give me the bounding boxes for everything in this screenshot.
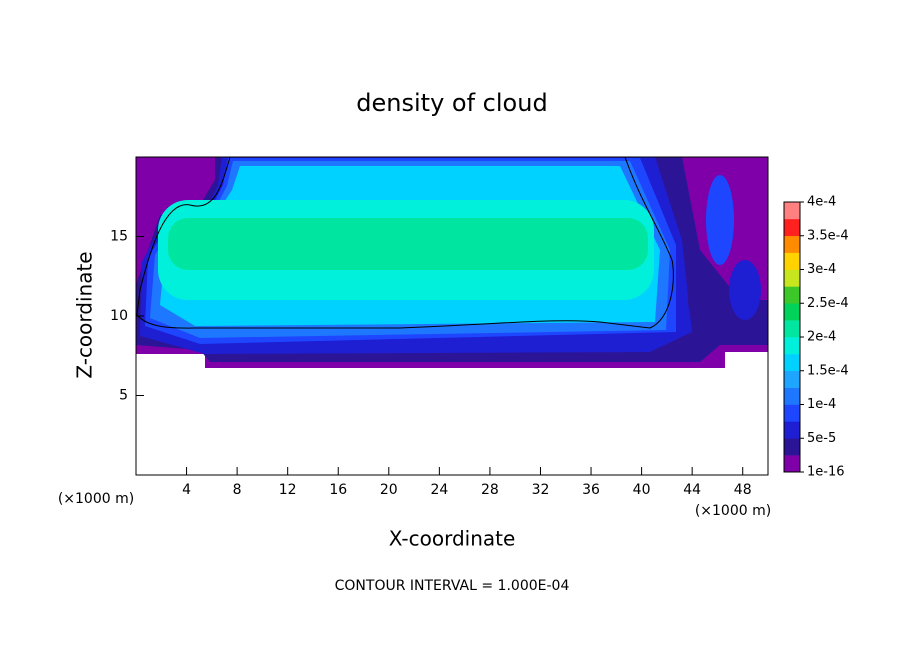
contour-field [136,156,768,368]
x-tick-label: 44 [683,482,701,498]
y-tick-label: 10 [110,308,128,324]
colorbar-band [784,303,800,321]
x-tick-label: 12 [279,482,297,498]
chart-title: density of cloud [356,89,547,117]
colorbar-band [784,337,800,355]
x-axis-label: X-coordinate [389,527,516,551]
colorbar-band [784,353,800,372]
colorbar-band [784,438,800,456]
y-axis-label: Z-coordinate [73,251,97,378]
colorbar-band [784,269,800,287]
annotation: CONTOUR INTERVAL = 1.000E-04 [335,578,570,594]
x-tick-label: 8 [233,482,242,498]
colorbar-band [784,235,800,253]
colorbar-band [784,421,800,439]
x-tick-label: 20 [380,482,398,498]
field-level [706,175,734,265]
y-unit: (×1000 m) [695,503,771,519]
colorbar-band [784,404,800,422]
colorbar-band [784,218,800,237]
colorbar-tick-label: 1e-16 [807,465,845,480]
x-tick-label: 24 [430,482,448,498]
x-unit: (×1000 m) [58,491,134,507]
field-level [688,278,712,322]
x-tick-label: 32 [532,482,550,498]
y-tick-label: 15 [110,229,128,245]
colorbar-band [784,286,800,304]
contour-line [136,156,674,329]
field-level [168,218,648,270]
colorbar-tick-label: 4e-4 [807,195,836,210]
x-tick-label: 48 [734,482,752,498]
colorbar-band [784,202,800,220]
colorbar-tick-label: 1e-4 [807,397,836,412]
colorbar-band [784,252,800,270]
colorbar-tick-label: 3.5e-4 [807,228,849,243]
x-tick-label: 16 [329,482,347,498]
colorbar-tick-label: 2e-4 [807,330,836,345]
x-tick-label: 40 [633,482,651,498]
colorbar-tick-label: 5e-5 [807,431,836,446]
colorbar-band [784,320,800,338]
x-tick-label: 28 [481,482,499,498]
y-tick-label: 5 [119,388,128,404]
colorbar-band [784,370,800,388]
colorbar-tick-label: 3e-4 [807,262,836,277]
field-level [729,260,761,320]
x-tick-label: 4 [182,482,191,498]
colorbar-tick-label: 2.5e-4 [807,296,849,311]
colorbar-band [784,387,800,405]
colorbar-band [784,455,800,473]
colorbar-tick-label: 1.5e-4 [807,363,849,378]
x-tick-label: 36 [582,482,600,498]
